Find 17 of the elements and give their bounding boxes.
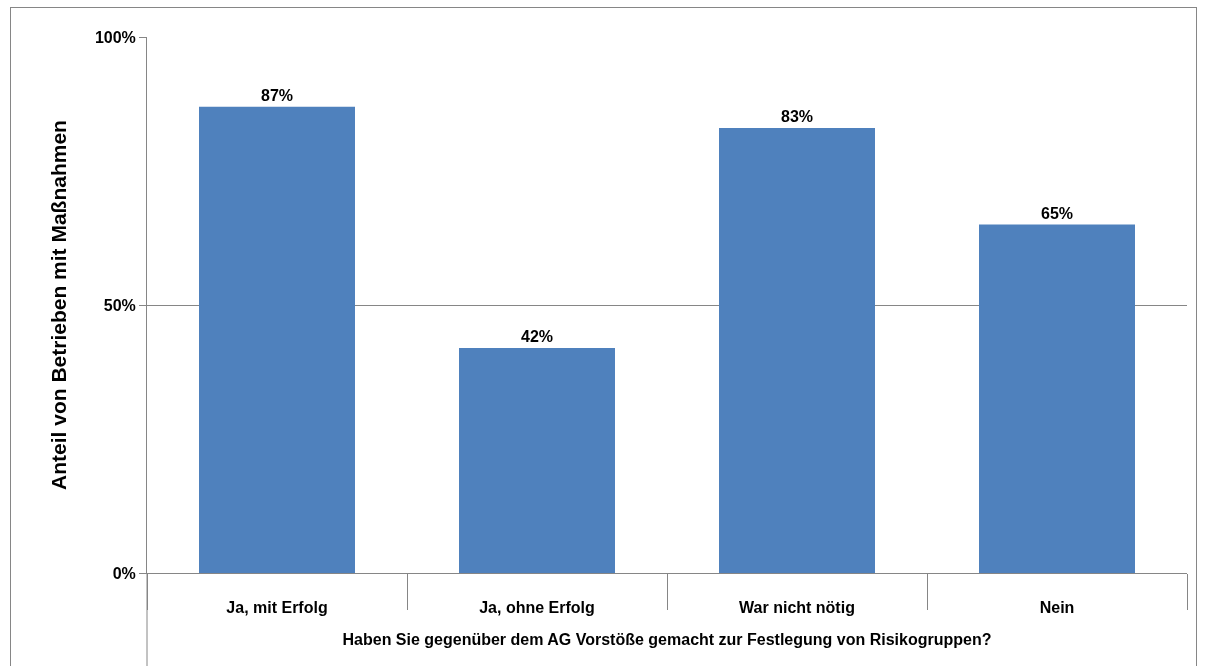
data-label: 83% [780,108,814,126]
bar [979,224,1135,573]
x-tick-label: Nein [1039,599,1075,617]
x-tick-label: War nicht nötig [739,599,855,617]
y-tick-label: 100% [94,28,136,46]
x-tick-label: Ja, ohne Erfolg [479,599,595,617]
bar [719,128,875,573]
y-tick-label: 50% [103,296,136,314]
data-label: 65% [1040,204,1074,222]
y-tick-label: 0% [112,564,136,582]
data-label: 87% [260,86,294,104]
x-axis-title: Haben Sie gegenüber dem AG Vorstöße gemacht zur Festlegung von Risikogruppen? [342,630,992,648]
data-label: 42% [520,327,554,345]
x-tick-label: Ja, mit Erfolg [226,599,328,617]
bar [199,106,355,573]
y-axis-title: Anteil von Betrieben mit Maßnahmen [47,120,71,490]
bar [459,347,615,573]
